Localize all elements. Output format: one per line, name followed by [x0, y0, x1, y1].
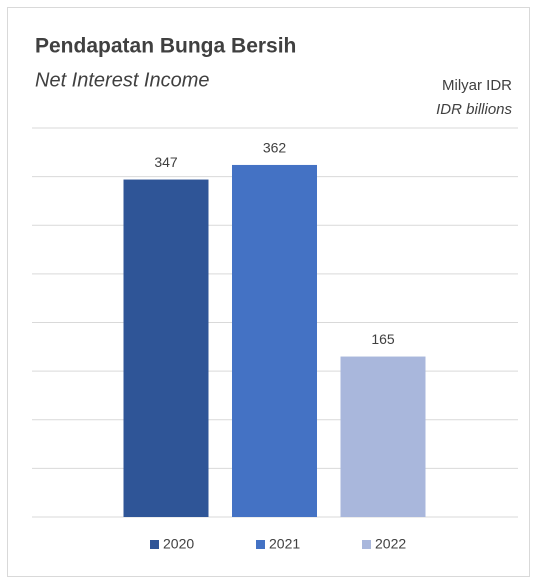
bar	[123, 179, 209, 518]
data-label: 347	[154, 154, 178, 170]
bar	[340, 356, 426, 517]
chart-title: Pendapatan Bunga Bersih	[35, 35, 296, 58]
data-label: 165	[371, 331, 395, 347]
bar	[232, 164, 317, 517]
legend-label: 2022	[375, 536, 406, 552]
legend-swatch	[256, 540, 265, 549]
legend-label: 2021	[269, 536, 300, 552]
legend-swatch	[362, 540, 371, 549]
legend-label: 2020	[163, 536, 194, 552]
data-label: 362	[263, 140, 287, 156]
chart-subtitle: Net Interest Income	[35, 69, 210, 91]
unit-label-en: IDR billions	[436, 101, 512, 118]
unit-label: Milyar IDR	[442, 77, 512, 94]
legend-swatch	[150, 540, 159, 549]
